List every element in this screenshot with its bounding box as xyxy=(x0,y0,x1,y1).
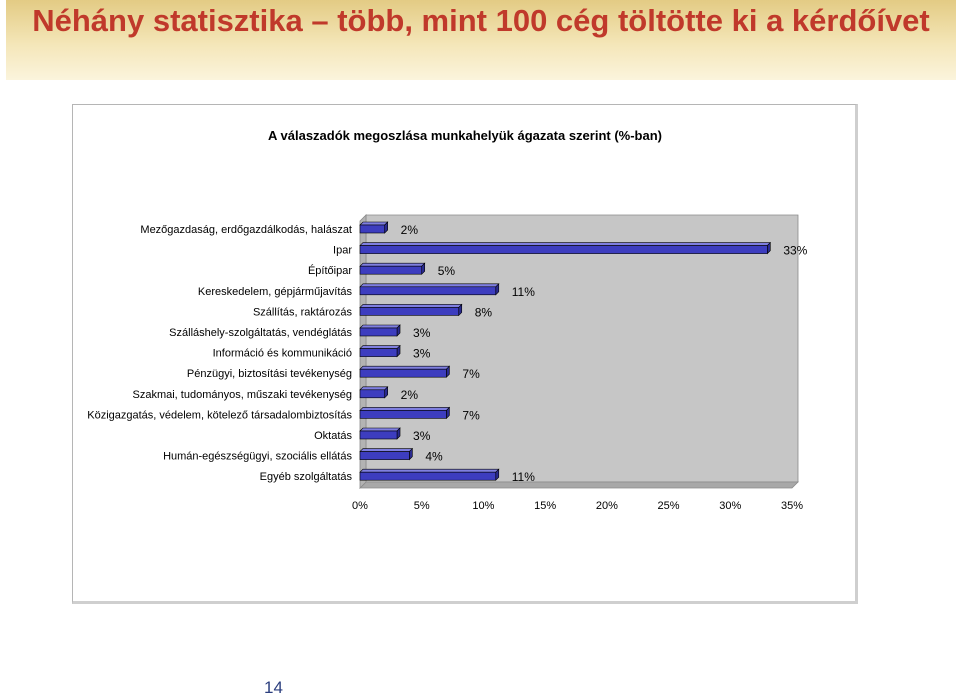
bar xyxy=(359,389,385,399)
page-number: 14 xyxy=(264,678,283,697)
data-label: 3% xyxy=(413,347,431,361)
bar-top-face xyxy=(359,262,426,267)
category-label: Építőipar xyxy=(308,264,352,277)
category-label: Szakmai, tudományos, műszaki tevékenység xyxy=(133,389,353,401)
category-label: Pénzügyi, biztosítási tevékenység xyxy=(187,368,352,380)
bar-top-face xyxy=(359,242,772,246)
x-tick-label: 25% xyxy=(658,500,680,512)
category-label: Kereskedelem, gépjárműjavítás xyxy=(198,286,353,298)
category-label: Humán-egészségügyi, szociális ellátás xyxy=(163,451,352,463)
data-label: 4% xyxy=(425,450,443,464)
bar-top-face xyxy=(359,345,401,349)
bar-top-face xyxy=(359,468,500,473)
bar xyxy=(359,224,385,234)
chart-title: A válaszadók megoszlása munkahelyük ágaz… xyxy=(268,128,662,143)
data-label: 7% xyxy=(462,408,480,422)
data-label: 33% xyxy=(783,244,807,258)
data-label: 8% xyxy=(475,305,493,319)
bar-top-face xyxy=(359,365,451,370)
bar xyxy=(359,245,768,254)
x-tick-label: 35% xyxy=(781,500,803,512)
x-tick-label: 20% xyxy=(596,500,618,512)
bar-top-face xyxy=(359,427,401,432)
slide-title: Néhány statisztika – több, mint 100 cég … xyxy=(32,3,930,38)
data-label: 7% xyxy=(462,367,480,381)
bar-top-face xyxy=(359,448,414,452)
bar-top-face xyxy=(359,324,401,329)
category-label: Oktatás xyxy=(314,430,352,442)
bar xyxy=(359,471,497,481)
x-tick-label: 5% xyxy=(414,500,430,512)
data-label: 2% xyxy=(401,388,419,402)
bar xyxy=(359,451,410,460)
plot-back-wall xyxy=(365,214,799,483)
category-label: Szállítás, raktározás xyxy=(253,306,353,318)
bar xyxy=(359,368,447,378)
x-tick-label: 15% xyxy=(534,500,556,512)
x-tick-label: 0% xyxy=(352,500,368,512)
category-label: Szálláshely-szolgáltatás, vendéglátás xyxy=(169,327,352,339)
data-label: 2% xyxy=(401,223,419,237)
category-label: Egyéb szolgáltatás xyxy=(260,471,353,483)
bar xyxy=(359,348,398,357)
bar xyxy=(359,307,460,316)
bar xyxy=(359,265,423,275)
bar-top-face xyxy=(359,221,389,226)
data-label: 5% xyxy=(438,264,456,278)
category-label: Ipar xyxy=(333,245,352,257)
bar-top-face xyxy=(359,386,389,391)
data-label: 11% xyxy=(512,470,535,484)
plot-floor xyxy=(359,481,799,489)
bar xyxy=(359,410,447,419)
bar-top-face xyxy=(359,283,500,288)
data-label: 11% xyxy=(512,285,535,299)
category-label: Információ és kommunikáció xyxy=(213,348,352,360)
bar-top-face xyxy=(359,407,451,411)
bar xyxy=(359,327,398,337)
bar xyxy=(359,286,497,296)
bar-top-face xyxy=(359,304,463,308)
category-label: Mezőgazdaság, erdőgazdálkodás, halászat xyxy=(140,224,352,236)
bar xyxy=(359,430,398,440)
x-tick-label: 30% xyxy=(719,500,741,512)
data-label: 3% xyxy=(413,429,431,443)
category-label: Közigazgatás, védelem, kötelező társadal… xyxy=(87,409,352,421)
x-tick-label: 10% xyxy=(472,500,494,512)
data-label: 3% xyxy=(413,326,431,340)
title-band xyxy=(6,0,956,80)
